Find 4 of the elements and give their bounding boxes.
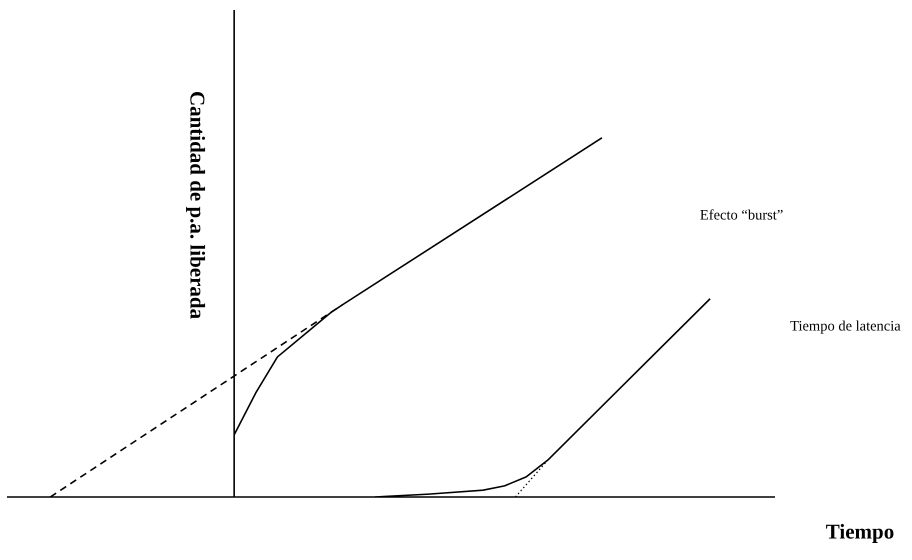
x-axis-title: Tiempo [826,519,894,544]
text: Efecto “burst” [700,208,784,224]
text: Tiempo de latencia [790,318,902,335]
y-axis-title: Cantidad de p.a. liberada [186,90,210,320]
